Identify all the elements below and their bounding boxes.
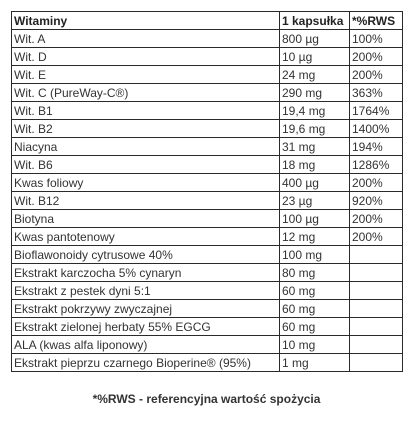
ingredient-name: Kwas pantotenowy (11, 227, 280, 246)
ingredient-name: Ekstrakt pieprzu czarnego Bioperine® (95… (11, 353, 280, 372)
rws-percent (349, 299, 403, 318)
table-row: Wit. B1 19,4 mg 1764% (11, 101, 403, 120)
amount-per-capsule: 800 µg (279, 29, 350, 48)
ingredient-name: Bioflawonoidy cytrusowe 40% (11, 245, 280, 264)
amount-per-capsule: 23 µg (279, 191, 350, 210)
ingredient-name: Ekstrakt zielonej herbaty 55% EGCG (11, 317, 280, 336)
table-row: Ekstrakt pieprzu czarnego Bioperine® (95… (11, 353, 403, 372)
table-row: Ekstrakt pokrzywy zwyczajnej 60 mg (11, 299, 403, 318)
ingredient-name: Wit. D (11, 47, 280, 66)
amount-per-capsule: 12 mg (279, 227, 350, 246)
ingredient-name: Ekstrakt z pestek dyni 5:1 (11, 281, 280, 300)
ingredient-name: Wit. C (PureWay-C®) (11, 83, 280, 102)
rws-percent: 200% (349, 209, 403, 228)
rws-percent: 1286% (349, 155, 403, 174)
ingredient-name: Wit. A (11, 29, 280, 48)
rws-percent: 920% (349, 191, 403, 210)
ingredient-name: ALA (kwas alfa liponowy) (11, 335, 280, 354)
table-row: Niacyna 31 mg 194% (11, 137, 403, 156)
ingredient-name: Wit. B1 (11, 101, 280, 120)
amount-per-capsule: 60 mg (279, 281, 350, 300)
rws-percent (349, 263, 403, 282)
ingredient-name: Niacyna (11, 137, 280, 156)
table-row: ALA (kwas alfa liponowy) 10 mg (11, 335, 403, 354)
ingredient-name: Ekstrakt karczocha 5% cynaryn (11, 263, 280, 282)
amount-per-capsule: 24 mg (279, 65, 350, 84)
amount-per-capsule: 100 µg (279, 209, 350, 228)
ingredient-name: Wit. B12 (11, 191, 280, 210)
amount-per-capsule: 19,4 mg (279, 101, 350, 120)
rws-percent: 100% (349, 29, 403, 48)
table-row: Kwas pantotenowy 12 mg 200% (11, 227, 403, 246)
table-row: Wit. E 24 mg 200% (11, 65, 403, 84)
rws-percent: 200% (349, 173, 403, 192)
amount-per-capsule: 19,6 mg (279, 119, 350, 138)
rws-footnote: *%RWS - referencyjna wartość spożycia (92, 392, 321, 406)
table-row: Wit. C (PureWay-C®) 290 mg 363% (11, 83, 403, 102)
amount-per-capsule: 100 mg (279, 245, 350, 264)
rws-percent (349, 353, 403, 372)
rws-percent: 194% (349, 137, 403, 156)
ingredient-name: Kwas foliowy (11, 173, 280, 192)
table-row: Wit. B2 19,6 mg 1400% (11, 119, 403, 138)
table-body: Wit. A 800 µg 100% Wit. D 10 µg 200% Wit… (11, 29, 403, 372)
table-row: Wit. A 800 µg 100% (11, 29, 403, 48)
table-row: Ekstrakt zielonej herbaty 55% EGCG 60 mg (11, 317, 403, 336)
amount-per-capsule: 31 mg (279, 137, 350, 156)
rws-percent: 1400% (349, 119, 403, 138)
rws-percent (349, 281, 403, 300)
table-row: Kwas foliowy 400 µg 200% (11, 173, 403, 192)
ingredient-name: Wit. B2 (11, 119, 280, 138)
amount-per-capsule: 1 mg (279, 353, 350, 372)
supplement-facts-sheet: Witaminy 1 kapsułka *%RWS Wit. A 800 µg … (11, 11, 403, 372)
rws-percent: 200% (349, 47, 403, 66)
nutrition-table: Witaminy 1 kapsułka *%RWS Wit. A 800 µg … (11, 11, 403, 372)
rws-percent (349, 335, 403, 354)
amount-per-capsule: 80 mg (279, 263, 350, 282)
rws-percent: 1764% (349, 101, 403, 120)
table-header-row: Witaminy 1 kapsułka *%RWS (11, 11, 403, 30)
amount-per-capsule: 60 mg (279, 299, 350, 318)
table-row: Wit. B12 23 µg 920% (11, 191, 403, 210)
amount-per-capsule: 290 mg (279, 83, 350, 102)
rws-percent: 200% (349, 227, 403, 246)
ingredient-name: Biotyna (11, 209, 280, 228)
rws-percent (349, 317, 403, 336)
ingredient-name: Ekstrakt pokrzywy zwyczajnej (11, 299, 280, 318)
table-row: Ekstrakt karczocha 5% cynaryn 80 mg (11, 263, 403, 282)
amount-per-capsule: 10 mg (279, 335, 350, 354)
header-ingredient: Witaminy (11, 11, 280, 30)
rws-percent: 200% (349, 65, 403, 84)
table-row: Wit. B6 18 mg 1286% (11, 155, 403, 174)
header-rws-percent: *%RWS (349, 11, 403, 30)
rws-percent: 363% (349, 83, 403, 102)
header-per-capsule: 1 kapsułka (279, 11, 350, 30)
table-row: Bioflawonoidy cytrusowe 40% 100 mg (11, 245, 403, 264)
ingredient-name: Wit. B6 (11, 155, 280, 174)
table-row: Wit. D 10 µg 200% (11, 47, 403, 66)
amount-per-capsule: 10 µg (279, 47, 350, 66)
amount-per-capsule: 18 mg (279, 155, 350, 174)
amount-per-capsule: 400 µg (279, 173, 350, 192)
rws-percent (349, 245, 403, 264)
table-row: Biotyna 100 µg 200% (11, 209, 403, 228)
amount-per-capsule: 60 mg (279, 317, 350, 336)
ingredient-name: Wit. E (11, 65, 280, 84)
table-row: Ekstrakt z pestek dyni 5:1 60 mg (11, 281, 403, 300)
